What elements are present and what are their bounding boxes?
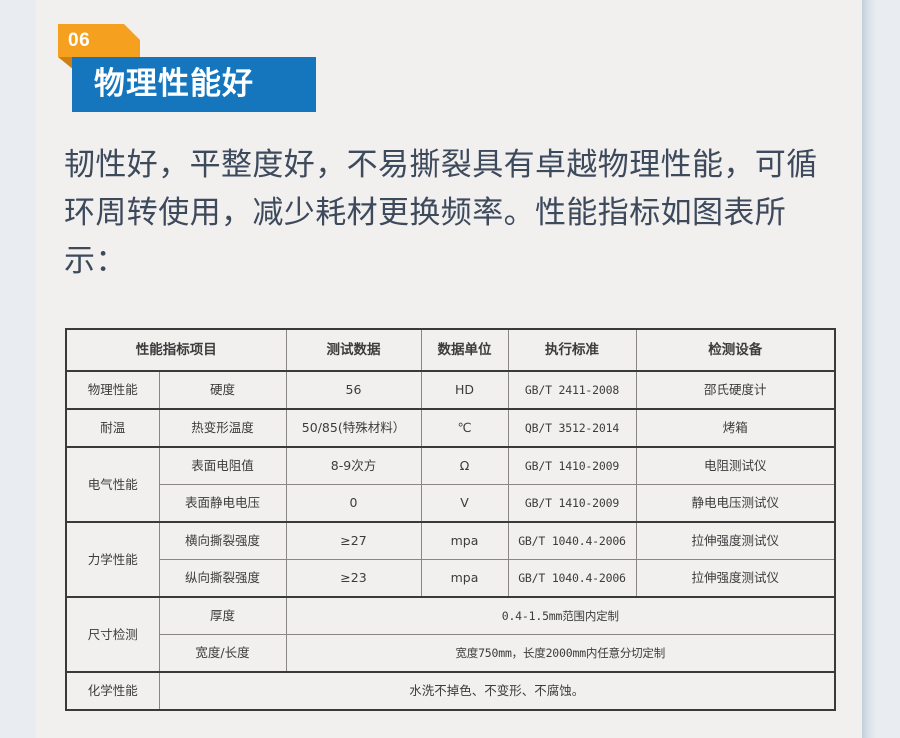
column-header: 执行标准: [507, 328, 637, 372]
row-item: 表面电阻值: [158, 446, 287, 485]
row-unit: Ω: [420, 446, 509, 485]
row-group-label: 物理性能: [65, 370, 160, 410]
row-item: 横向撕裂强度: [158, 521, 287, 560]
row-standard: QB/T 3512-2014: [507, 408, 637, 448]
row-standard: GB/T 1410-2009: [507, 484, 637, 523]
row-unit: ℃: [420, 408, 509, 448]
page-title: 物理性能好: [94, 66, 254, 102]
row-merged-value: 0.4-1.5mm范围内定制: [285, 596, 836, 635]
row-equipment: 拉伸强度测试仪: [635, 559, 836, 598]
row-equipment: 邵氏硬度计: [635, 370, 836, 410]
row-equipment: 烤箱: [635, 408, 836, 448]
table-row: 物理性能 硬度 56 HD GB/T 2411-2008 邵氏硬度计: [65, 370, 836, 410]
column-header: 测试数据: [285, 328, 422, 372]
row-equipment: 电阻测试仪: [635, 446, 836, 485]
row-standard: GB/T 1040.4-2006: [507, 559, 637, 598]
row-group-label: 电气性能: [65, 446, 160, 523]
row-merged-value: 宽度750mm，长度2000mm内任意分切定制: [285, 634, 836, 673]
row-item: 热变形温度: [158, 408, 287, 448]
table-row: 耐温 热变形温度 50/85(特殊材料） ℃ QB/T 3512-2014 烤箱: [65, 408, 836, 448]
table-header-row: 性能指标项目 测试数据 数据单位 执行标准 检测设备: [65, 328, 836, 372]
row-item: 厚度: [158, 596, 287, 635]
row-equipment: 静电电压测试仪: [635, 484, 836, 523]
row-value: 8-9次方: [285, 446, 422, 485]
row-standard: GB/T 2411-2008: [507, 370, 637, 410]
left-rail: [0, 0, 34, 738]
table-row: 宽度/长度 宽度750mm，长度2000mm内任意分切定制: [66, 634, 836, 673]
column-header: 性能指标项目: [65, 328, 287, 372]
row-item: 纵向撕裂强度: [158, 559, 287, 598]
row-value: ≥23: [285, 559, 422, 598]
row-value: ≥27: [285, 521, 422, 560]
table-row: 纵向撕裂强度 ≥23 mpa GB/T 1040.4-2006 拉伸强度测试仪: [66, 559, 836, 598]
row-group-label: 力学性能: [65, 521, 160, 598]
table-row: 化学性能 水洗不掉色、不变形、不腐蚀。: [65, 671, 836, 711]
row-item: 宽度/长度: [158, 634, 287, 673]
row-value: 56: [285, 370, 422, 410]
row-merged-value: 水洗不掉色、不变形、不腐蚀。: [158, 671, 836, 711]
spec-table-wrapper: 性能指标项目 测试数据 数据单位 执行标准 检测设备 物理性能 硬度 56 HD GB/T 241…: [65, 328, 836, 711]
row-standard: GB/T 1040.4-2006: [507, 521, 637, 560]
spec-table: 性能指标项目 测试数据 数据单位 执行标准 检测设备 物理性能 硬度 56 HD GB/T 241…: [65, 328, 836, 711]
table-row: 表面静电电压 0 V GB/T 1410-2009 静电电压测试仪: [66, 484, 836, 523]
row-group-label: 尺寸检测: [65, 596, 160, 673]
section-title-bar: 物理性能好: [72, 57, 316, 112]
row-unit: mpa: [420, 521, 509, 560]
section-number-tag: 06: [58, 24, 140, 57]
row-equipment: 拉伸强度测试仪: [635, 521, 836, 560]
row-value: 50/85(特殊材料）: [285, 408, 422, 448]
table-row: 尺寸检测 厚度 0.4-1.5mm范围内定制: [65, 596, 836, 673]
row-standard: GB/T 1410-2009: [507, 446, 637, 485]
intro-paragraph: 韧性好，平整度好，不易撕裂具有卓越物理性能，可循环周转使用，减少耗材更换频率。性…: [64, 147, 818, 279]
section-number-label: 06: [68, 30, 91, 51]
row-unit: V: [420, 484, 509, 523]
row-item: 表面静电电压: [158, 484, 287, 523]
row-value: 0: [285, 484, 422, 523]
row-unit: HD: [420, 370, 509, 410]
row-group-label: 耐温: [65, 408, 160, 448]
sheet-shadow: [862, 0, 876, 738]
row-item: 硬度: [158, 370, 287, 410]
column-header: 数据单位: [420, 328, 509, 372]
table-row: 力学性能 横向撕裂强度 ≥27 mpa GB/T 1040.4-2006 拉伸强度测试仪: [65, 521, 836, 598]
section-header: 06 物理性能好: [58, 24, 318, 112]
column-header: 检测设备: [635, 328, 836, 372]
row-group-label: 化学性能: [65, 671, 160, 711]
table-row: 电气性能 表面电阻值 8-9次方 Ω GB/T 1410-2009 电阻测试仪: [65, 446, 836, 523]
row-unit: mpa: [420, 559, 509, 598]
